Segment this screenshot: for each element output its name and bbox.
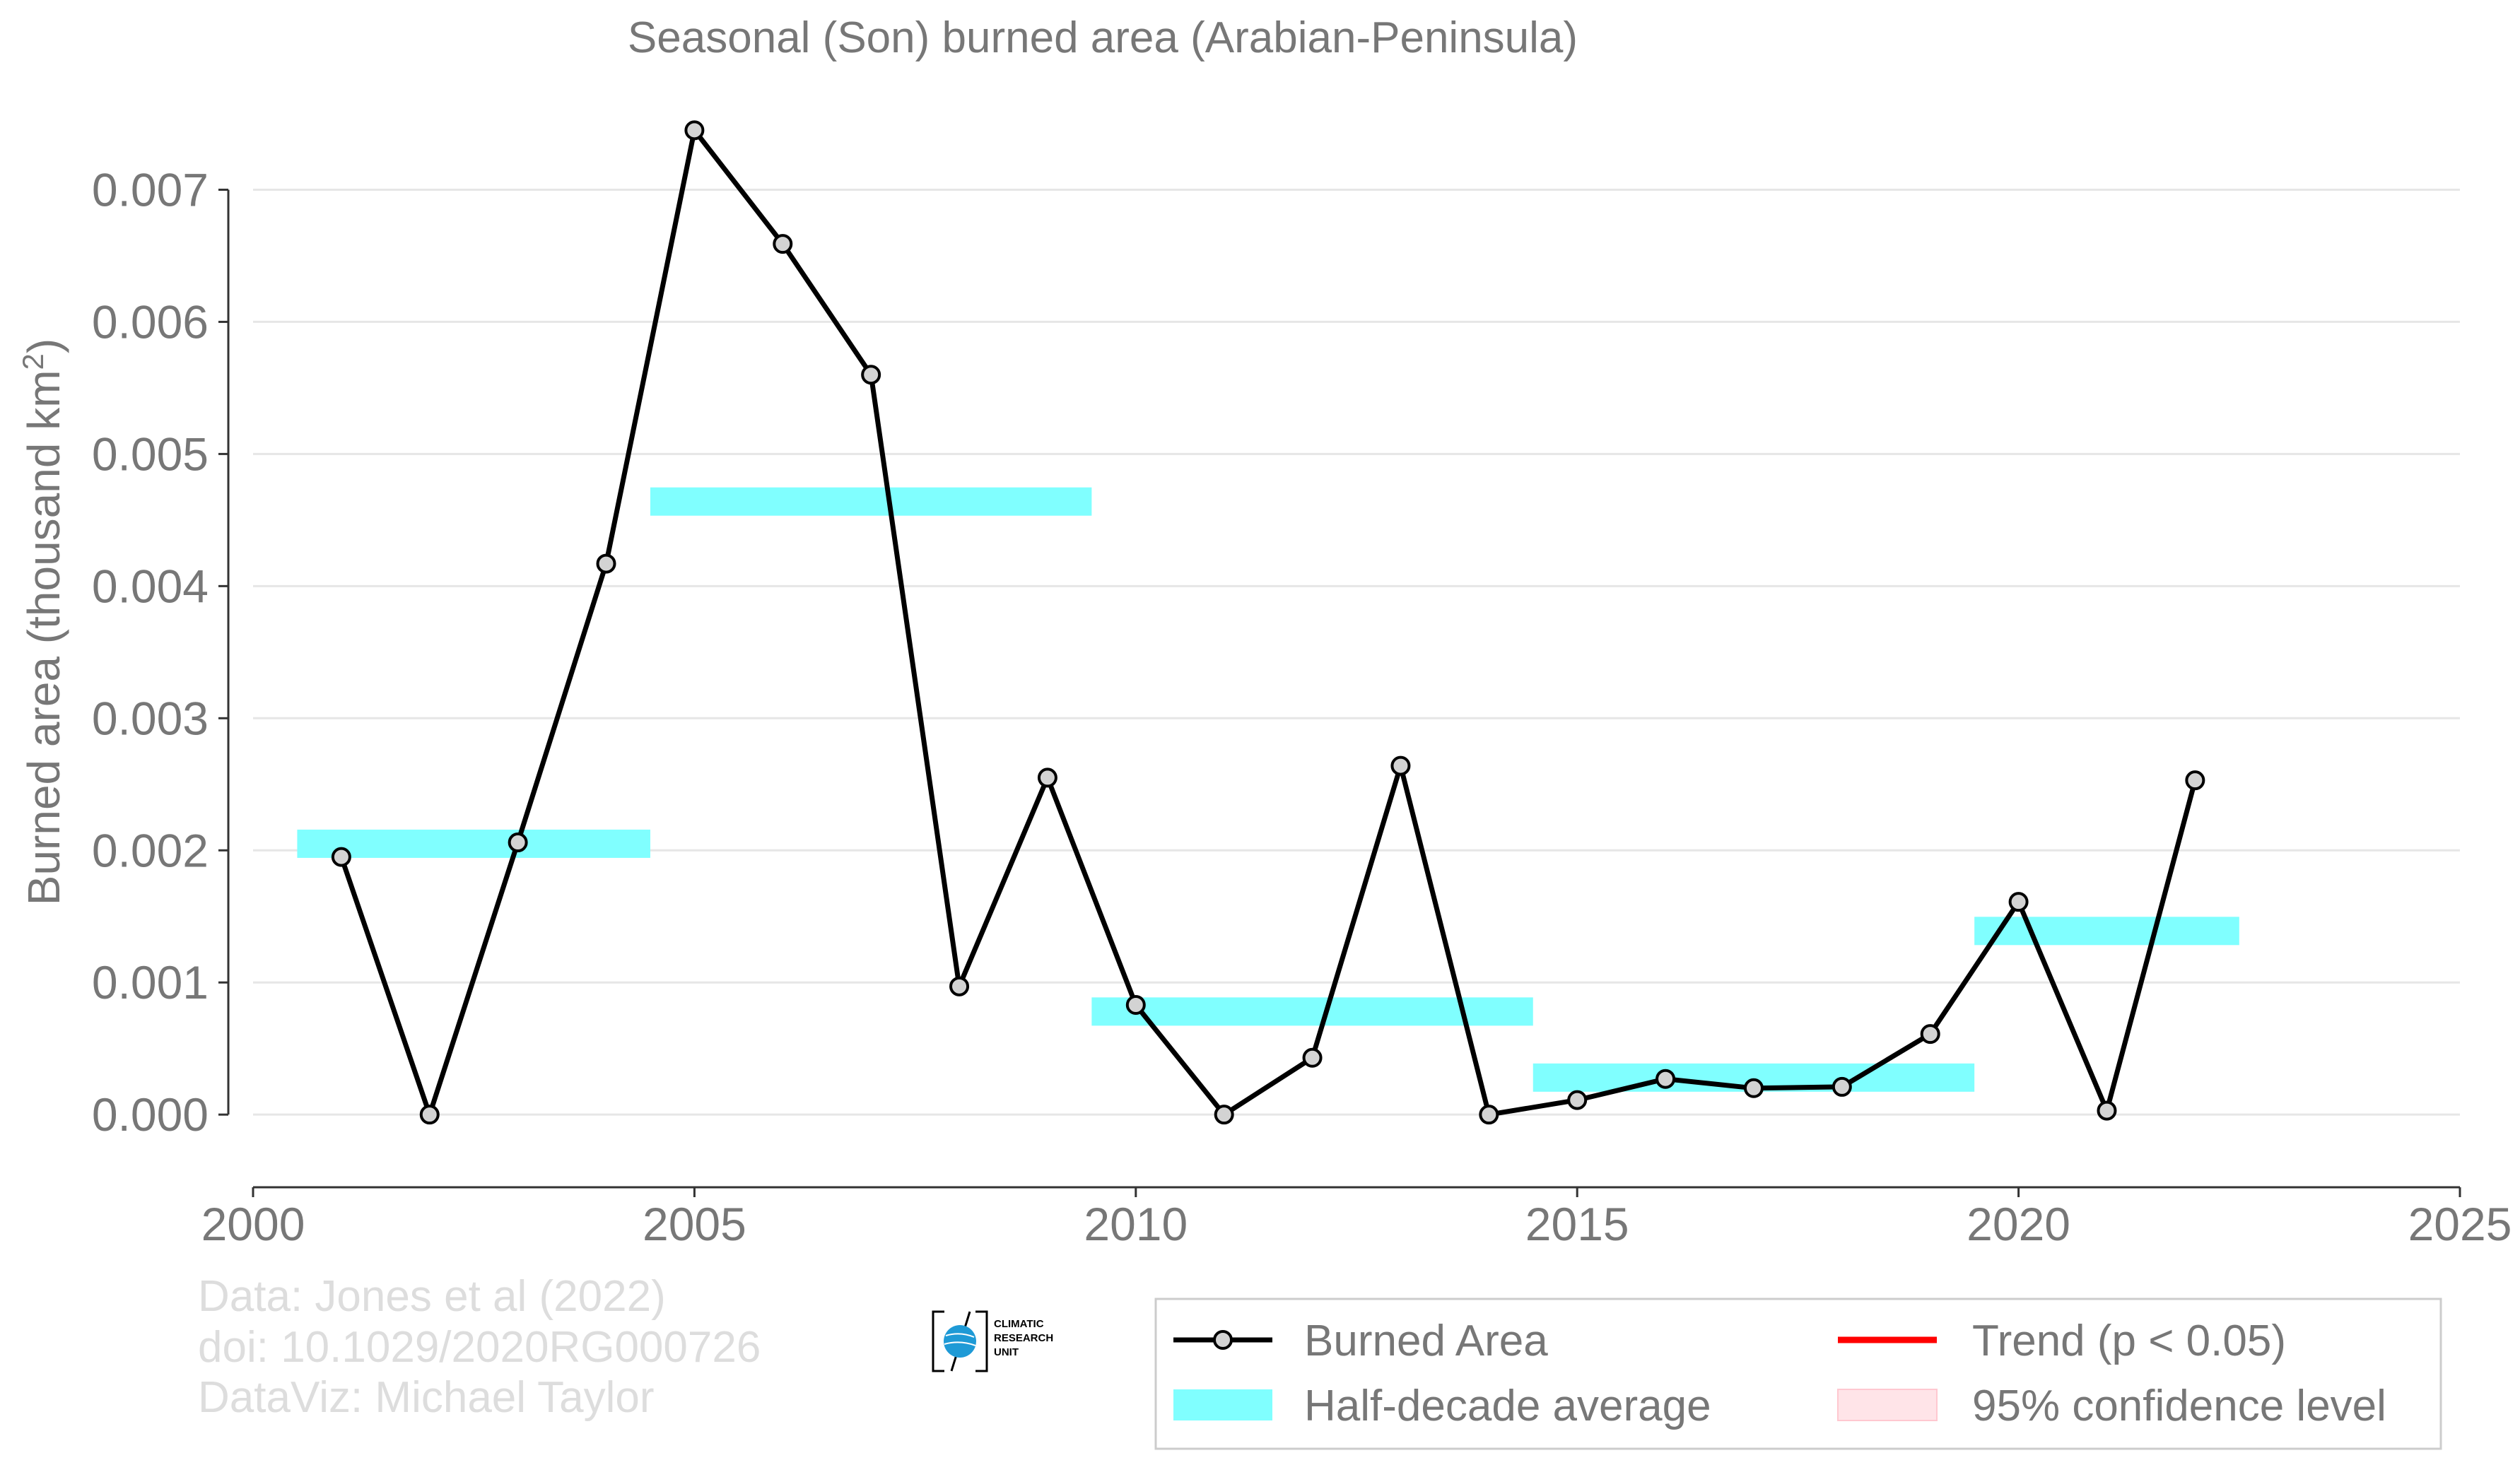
logo-bracket-left xyxy=(932,1310,944,1372)
y-axis-ticks: 0.000 0.001 0.002 0.003 0.004 0.005 0.006 0.007 xyxy=(92,163,228,1141)
chart-title: Seasonal (Son) burned area (Arabian-Peni… xyxy=(628,13,1578,62)
series-burned-area xyxy=(331,120,2205,1125)
x-axis-ticks: 2000 2005 2010 2015 2020 2025 xyxy=(201,1187,2512,1250)
burned-area-point-2009 xyxy=(1037,767,1057,788)
logo-text-research: RESEARCH xyxy=(994,1332,1053,1344)
burned-area-point-2022 xyxy=(2185,770,2205,791)
y-axis-label-superscript: 2 xyxy=(16,353,49,370)
legend-confidence-label: 95% confidence level xyxy=(1972,1382,2386,1430)
burned-area-point-2007 xyxy=(861,365,881,385)
x-tick-label-5: 2025 xyxy=(2408,1198,2512,1250)
credits: Data: Jones et al (2022) doi: 10.1029/20… xyxy=(198,1272,761,1422)
y-axis-label-main: Burned area (thousand km xyxy=(18,370,69,905)
burned-area-point-2006 xyxy=(773,234,793,254)
y-tick-label-2: 0.002 xyxy=(92,824,209,876)
y-tick-label-7: 0.007 xyxy=(92,163,209,216)
logo-text-unit: UNIT xyxy=(994,1346,1019,1358)
globe-icon xyxy=(944,1325,976,1358)
burned-area-point-2003 xyxy=(508,832,528,853)
burned-area-line xyxy=(339,127,2198,1117)
burned-area-point-2016 xyxy=(1655,1069,1676,1089)
burned-area-point-2019 xyxy=(1920,1024,1940,1045)
burned-area-point-2020 xyxy=(2008,892,2029,912)
burned-area-point-2013 xyxy=(1390,755,1411,776)
credit-data: Data: Jones et al (2022) xyxy=(198,1272,666,1321)
logo-bracket-right xyxy=(975,1310,988,1372)
y-axis-label: Burned area (thousand km2) xyxy=(16,339,70,905)
burned-area-point-2018 xyxy=(1832,1076,1852,1097)
burned-area-point-2002 xyxy=(419,1105,440,1125)
legend-half-decade-label: Half-decade average xyxy=(1304,1382,1711,1430)
y-tick-label-1: 0.001 xyxy=(92,956,209,1008)
half-decade-band-4 xyxy=(1974,917,2239,946)
legend-frame xyxy=(1154,1298,2442,1450)
legend-trend-label: Trend (p < 0.05) xyxy=(1972,1317,2286,1365)
burned-area-point-2008 xyxy=(949,976,970,996)
logo-text-climatic: CLIMATIC xyxy=(994,1318,1044,1330)
half-decade-bands xyxy=(297,487,2239,1092)
legend-confidence-swatch xyxy=(1837,1389,1938,1421)
half-decade-band-1 xyxy=(650,487,1092,516)
x-tick-label-1: 2005 xyxy=(643,1198,746,1250)
half-decade-band-0 xyxy=(297,829,650,858)
x-tick-label-0: 2000 xyxy=(201,1198,305,1250)
credit-doi: doi: 10.1029/2020RG000726 xyxy=(198,1323,761,1372)
burned-area-point-2001 xyxy=(331,847,351,867)
legend: Burned Area Half-decade average Trend (p… xyxy=(1154,1298,2442,1450)
burned-area-point-2004 xyxy=(596,553,616,574)
burned-area-point-2015 xyxy=(1567,1090,1588,1110)
burned-area-point-2011 xyxy=(1214,1105,1234,1125)
globe-icon-stripes xyxy=(944,1333,976,1346)
burned-area-point-2021 xyxy=(2097,1100,2117,1121)
credit-dataviz: DataViz: Michael Taylor xyxy=(198,1373,655,1422)
x-tick-label-3: 2015 xyxy=(1525,1198,1629,1250)
gridlines xyxy=(253,188,2460,1116)
y-tick-label-0: 0.000 xyxy=(92,1088,209,1141)
burned-area-point-2010 xyxy=(1125,995,1146,1015)
y-tick-label-6: 0.006 xyxy=(92,295,209,348)
x-tick-label-2: 2010 xyxy=(1084,1198,1188,1250)
axes xyxy=(227,189,2460,1189)
y-tick-label-4: 0.004 xyxy=(92,560,209,612)
legend-burned-area-label: Burned Area xyxy=(1304,1317,1548,1365)
burned-area-point-2014 xyxy=(1479,1105,1499,1125)
burned-area-point-2005 xyxy=(684,120,705,141)
y-axis-label-close: ) xyxy=(18,339,69,353)
x-tick-label-4: 2020 xyxy=(1967,1198,2070,1250)
y-tick-label-5: 0.005 xyxy=(92,428,209,480)
y-tick-label-3: 0.003 xyxy=(92,692,209,744)
burned-area-point-2017 xyxy=(1743,1078,1764,1098)
legend-half-decade-swatch xyxy=(1173,1389,1272,1420)
burned-area-point-2012 xyxy=(1302,1047,1323,1068)
cru-logo: CLIMATIC RESEARCH UNIT xyxy=(932,1310,1053,1372)
legend-burned-area-marker xyxy=(1213,1330,1233,1350)
